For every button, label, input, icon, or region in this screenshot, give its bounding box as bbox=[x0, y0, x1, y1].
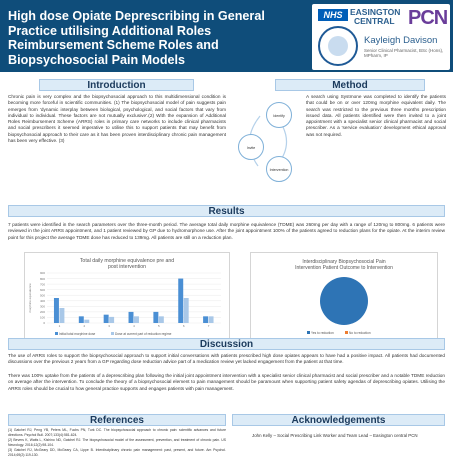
introduction-text: Chronic pain is very complex and the bio… bbox=[8, 94, 226, 144]
x-tick-label: 1 bbox=[59, 324, 61, 328]
bar-chart-panel: Total daily morphine equivalence pre and… bbox=[24, 252, 230, 340]
legend-swatch bbox=[345, 331, 348, 334]
bar-current bbox=[109, 316, 115, 323]
reference-item: (1) Gatchel RJ, Peng YB, Peters ML, Fuch… bbox=[8, 428, 226, 437]
cycle-node-intervention: Intervention bbox=[266, 156, 292, 182]
references-heading: References bbox=[8, 414, 226, 426]
cycle-node-identify: Identify bbox=[266, 102, 292, 128]
y-tick-label: 800 bbox=[40, 277, 45, 281]
method-heading: Method bbox=[275, 79, 425, 91]
y-tick-label: 600 bbox=[40, 288, 45, 292]
bar-initial bbox=[203, 316, 209, 323]
introduction-heading: Introduction bbox=[39, 79, 194, 91]
x-tick-label: 3 bbox=[108, 324, 110, 328]
discussion-heading: Discussion bbox=[8, 338, 445, 350]
y-tick-label: 100 bbox=[40, 316, 45, 320]
x-tick-label: 7 bbox=[208, 324, 210, 328]
y-tick-label: 900 bbox=[40, 271, 45, 275]
x-tick-label: 5 bbox=[158, 324, 160, 328]
acknowledgements-text: John Kelly – Social Prescribing Link Wor… bbox=[252, 433, 418, 438]
bar-current bbox=[134, 316, 139, 323]
legend-swatch bbox=[307, 331, 310, 334]
pie-chart: Interdisciplinary Biopsychosocial PainIn… bbox=[295, 259, 393, 335]
author-name: Kayleigh Davison bbox=[364, 35, 438, 46]
bar-current bbox=[158, 316, 164, 323]
legend-swatch bbox=[55, 332, 58, 335]
bar-initial bbox=[178, 278, 184, 323]
legend-label: No to reduction bbox=[349, 331, 371, 335]
pie-chart-title: Intervention Patient Outcome to Interven… bbox=[295, 265, 393, 271]
pie-chart-panel: Interdisciplinary Biopsychosocial Pain In… bbox=[250, 252, 438, 340]
bar-current bbox=[84, 319, 90, 323]
bar-current bbox=[183, 298, 189, 323]
central-logo-text: CENTRAL bbox=[354, 16, 395, 26]
logo-panel: NHS EASINGTON CENTRAL PCN Kayleigh Davis… bbox=[312, 4, 450, 70]
pcn-logo: PCN bbox=[408, 7, 448, 29]
y-axis-label: morphine equivalence bbox=[28, 283, 32, 313]
results-text: 7 patients were identified in the search… bbox=[8, 222, 445, 240]
method-text: A search using Systmone was completed to… bbox=[306, 94, 446, 137]
easington-logo-text: EASINGTON bbox=[350, 7, 401, 17]
legend-label: Dose at current part of reduction regime bbox=[115, 332, 172, 336]
poster-header: High dose Opiate Deprescribing in Genera… bbox=[0, 0, 453, 72]
cycle-node-invite: Invite bbox=[238, 134, 264, 160]
bar-chart-title: post intervention bbox=[108, 264, 146, 270]
bar-initial bbox=[103, 314, 109, 323]
results-heading: Results bbox=[8, 205, 445, 217]
y-tick-label: 0 bbox=[43, 321, 45, 325]
discussion-text-2: There was 100% uptake from the patients … bbox=[8, 373, 445, 391]
y-tick-label: 700 bbox=[40, 282, 45, 286]
author-credentials: Senior Clinical Pharmacist, BSc (Hons), … bbox=[364, 48, 444, 58]
y-tick-label: 300 bbox=[40, 305, 45, 309]
method-cycle-diagram: Identify Invite Intervention bbox=[236, 96, 304, 184]
x-tick-label: 4 bbox=[133, 324, 135, 328]
poster-title: High dose Opiate Deprescribing in Genera… bbox=[8, 9, 265, 67]
bar-initial bbox=[128, 311, 134, 323]
x-tick-label: 6 bbox=[183, 324, 185, 328]
pie-chart-title: Interdisciplinary Biopsychosocial Pain bbox=[302, 259, 386, 265]
nhs-logo: NHS bbox=[318, 9, 348, 21]
references-list: (1) Gatchel RJ, Peng YB, Peters ML, Fuch… bbox=[8, 428, 226, 458]
bar-chart: Total daily morphine equivalence pre and… bbox=[28, 258, 221, 336]
bar-current bbox=[59, 308, 65, 323]
legend-swatch bbox=[111, 332, 114, 335]
bar-initial bbox=[53, 298, 59, 323]
reference-item: (2) Bevers K, Watts L, Kishino ND, Gatch… bbox=[8, 438, 226, 447]
x-tick-label: 2 bbox=[83, 324, 85, 328]
y-tick-label: 500 bbox=[40, 293, 45, 297]
legend-label: Initial total morphine dose bbox=[59, 332, 96, 336]
y-tick-label: 400 bbox=[40, 299, 45, 303]
bar-initial bbox=[153, 311, 159, 323]
discussion-text-1: The use of ARRS roles to support the bio… bbox=[8, 353, 445, 365]
bar-chart-title: Total daily morphine equivalence pre and bbox=[80, 258, 174, 264]
seal-logo-icon bbox=[318, 26, 358, 66]
bar-initial bbox=[78, 316, 84, 323]
pie-slice bbox=[320, 277, 368, 325]
legend-label: Yes to reduction bbox=[311, 331, 334, 335]
y-tick-label: 200 bbox=[40, 310, 45, 314]
bar-current bbox=[208, 316, 214, 323]
acknowledgements-heading: Acknowledgements bbox=[232, 414, 445, 426]
